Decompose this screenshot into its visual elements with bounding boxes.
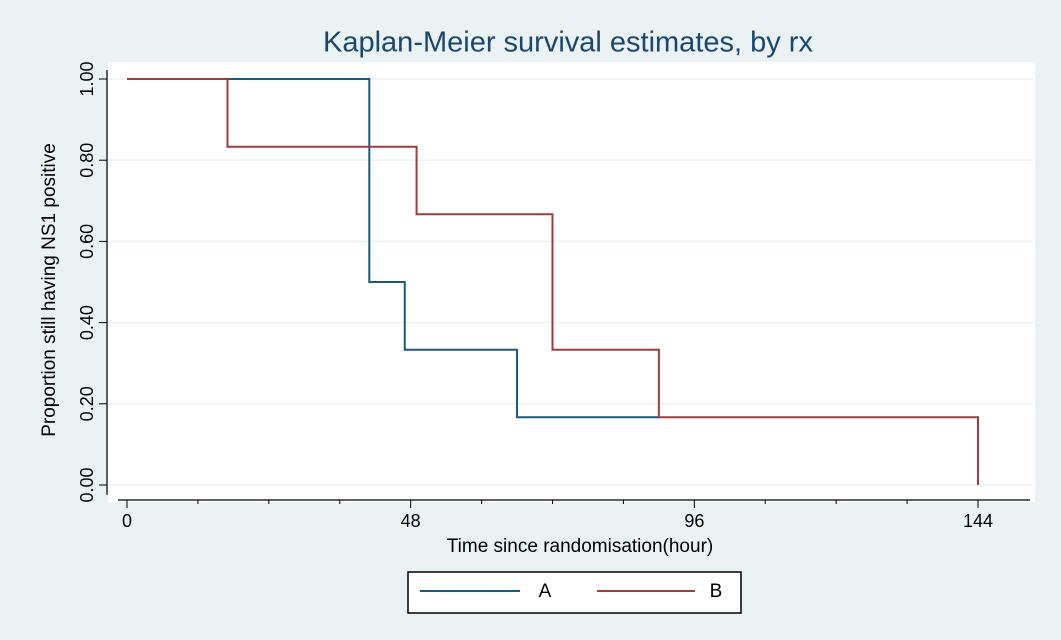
y-tick-label: 0.20 (77, 386, 97, 421)
x-axis-label: Time since randomisation(hour) (447, 536, 713, 557)
legend-label: A (539, 581, 552, 602)
survival-line (127, 78, 659, 419)
survival-line (127, 78, 979, 485)
x-tick-label: 144 (963, 511, 993, 531)
y-tick-label: 0.00 (77, 467, 97, 502)
y-tick-label: 0.40 (77, 305, 97, 340)
y-tick-label: 0.80 (77, 143, 97, 178)
chart-title: Kaplan-Meier survival estimates, by rx (323, 27, 813, 59)
y-tick-label: 1.00 (77, 61, 97, 96)
plot-area (108, 62, 1035, 502)
legend (407, 571, 742, 614)
y-axis-label: Proportion still having NS1 positive (39, 143, 60, 437)
x-tick-label: 96 (684, 511, 704, 531)
legend-label: B (710, 581, 723, 602)
x-tick-label: 48 (401, 511, 421, 531)
y-tick-label: 0.60 (77, 224, 97, 259)
x-tick-label: 0 (122, 511, 132, 531)
